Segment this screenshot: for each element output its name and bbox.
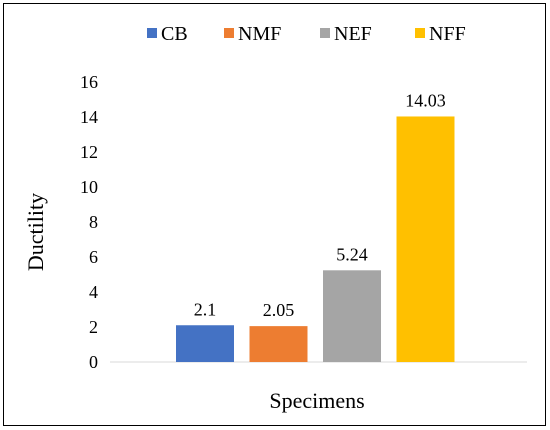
- bar-nff: [396, 116, 455, 362]
- legend-swatch: [224, 28, 234, 38]
- y-tick-label: 10: [80, 177, 98, 197]
- data-label-cb: 2.1: [194, 299, 217, 319]
- y-tick-label: 16: [80, 72, 98, 92]
- data-label-nef: 5.24: [336, 244, 368, 264]
- legend-label: NMF: [238, 23, 281, 45]
- y-tick-label: 6: [89, 247, 98, 267]
- legend: CB NMF NEF NFF: [147, 23, 466, 45]
- y-axis-ticks: 0 2 4 6 8 10 12 14 16: [80, 72, 98, 372]
- y-tick-label: 0: [89, 352, 98, 372]
- y-tick-label: 4: [89, 282, 98, 302]
- legend-swatch: [415, 28, 425, 38]
- data-label-nff: 14.03: [405, 90, 446, 110]
- legend-item-cb: CB: [147, 23, 188, 45]
- legend-label: NEF: [334, 23, 372, 45]
- legend-item-nff: NFF: [415, 23, 466, 45]
- bars: [176, 116, 455, 362]
- legend-label: NFF: [429, 23, 466, 45]
- data-labels: 2.1 2.05 5.24 14.03: [194, 90, 446, 320]
- bar-cb: [176, 325, 234, 362]
- bar-nmf: [249, 326, 308, 362]
- legend-swatch: [320, 28, 330, 38]
- legend-item-nef: NEF: [320, 23, 372, 45]
- y-axis-title: Ductility: [23, 193, 48, 271]
- data-label-nmf: 2.05: [263, 300, 295, 320]
- y-tick-label: 12: [80, 142, 98, 162]
- y-tick-label: 2: [89, 317, 98, 337]
- bar-nef: [323, 270, 381, 362]
- legend-label: CB: [161, 23, 188, 45]
- y-tick-label: 14: [80, 107, 98, 127]
- legend-swatch: [147, 28, 157, 38]
- x-axis-title: Specimens: [269, 388, 364, 413]
- legend-item-nmf: NMF: [224, 23, 281, 45]
- y-tick-label: 8: [89, 212, 98, 232]
